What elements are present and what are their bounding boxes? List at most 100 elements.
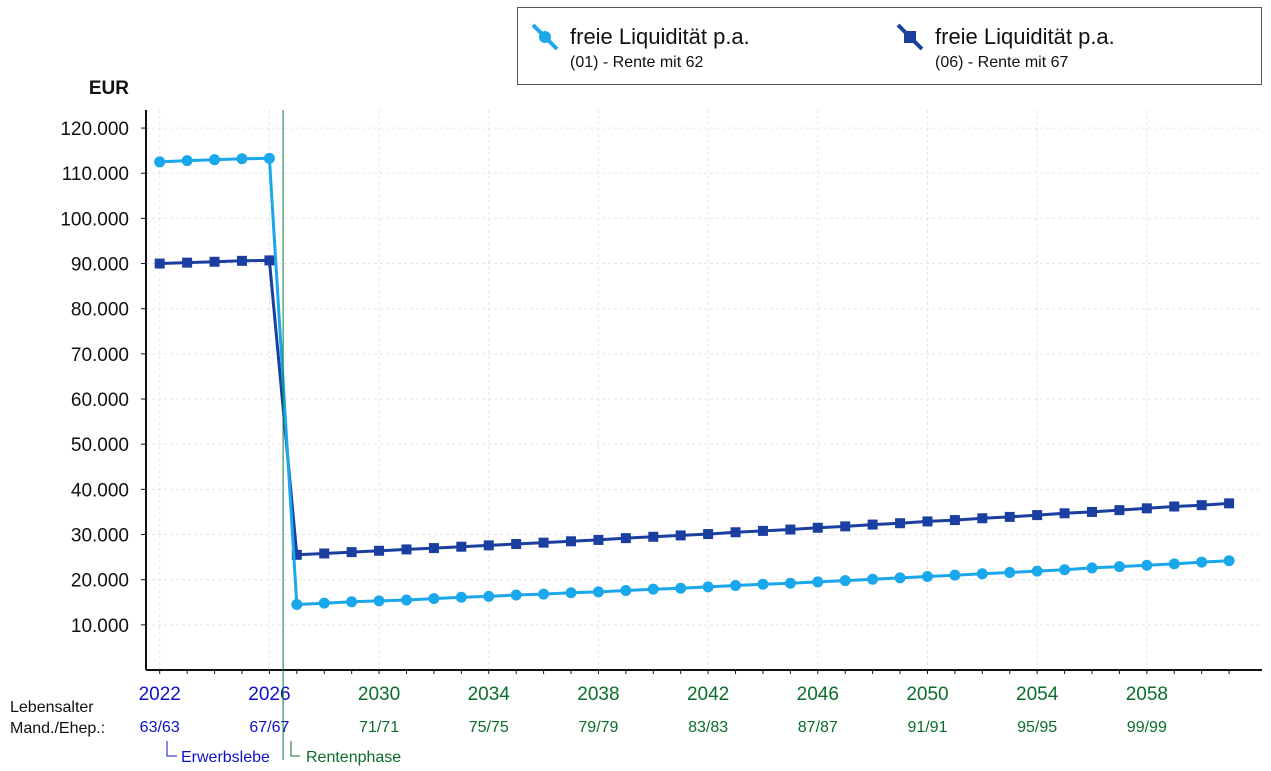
- series-2-point: [236, 255, 247, 266]
- x-age-label: 71/71: [359, 719, 399, 736]
- series-2-point: [209, 256, 220, 267]
- series-1-point: [455, 591, 467, 603]
- x-tick-label: 2022: [139, 684, 181, 705]
- series-2-point: [1032, 510, 1043, 521]
- series-2-point: [538, 537, 549, 548]
- series-2-point: [730, 527, 741, 538]
- series-2-point: [264, 255, 275, 266]
- x-tick-label: 2046: [797, 684, 839, 705]
- legend-series-1-subtitle: (01) - Rente mit 62: [570, 54, 704, 71]
- x-tick-label: 2054: [1016, 684, 1059, 705]
- series-1-point: [1031, 565, 1043, 577]
- phase-retire-label: Rentenphase: [306, 749, 401, 766]
- series-2-point: [675, 530, 686, 541]
- series-1-point: [400, 594, 412, 606]
- legend-swatch-square-icon: [896, 23, 924, 51]
- series-1-point: [921, 571, 933, 583]
- y-axis-title: EUR: [89, 78, 129, 99]
- series-1-point: [565, 587, 577, 599]
- series-1-point: [647, 583, 659, 595]
- series-1-point: [538, 588, 550, 600]
- series-1-point: [483, 590, 495, 602]
- x-axis: 2022 63/63 2026 67/67 2030 71/71 2034 75/75 2038…: [139, 110, 1262, 760]
- y-tick-label: 50.000: [71, 435, 129, 456]
- series-2-point: [785, 524, 796, 535]
- series-2-point: [401, 544, 412, 555]
- series-1-point: [181, 155, 193, 167]
- phase-retire-bracket: [290, 741, 300, 757]
- series-2-point: [1141, 503, 1152, 514]
- series-2-point: [511, 539, 522, 549]
- series-2-point: [374, 545, 385, 556]
- x-tick-label: 2038: [577, 684, 619, 705]
- series-2-point: [1004, 511, 1015, 522]
- y-axis: 10.000 20.000 30.000 40.000 50.000 60.000 70.0…: [60, 110, 147, 670]
- series-2-point: [620, 533, 631, 544]
- y-tick-label: 90.000: [71, 255, 129, 276]
- series-1-point: [1196, 556, 1208, 568]
- series-1-point: [839, 575, 851, 587]
- series-1-point: [894, 572, 906, 584]
- series-1-point: [236, 153, 248, 165]
- series-2-point: [977, 513, 988, 524]
- x-tick-label: 2042: [687, 684, 729, 705]
- series-2-point: [566, 536, 577, 547]
- x-age-label: 79/79: [578, 719, 618, 736]
- series-2-point: [346, 547, 357, 558]
- y-tick-label: 60.000: [71, 390, 129, 411]
- series-1-point: [428, 593, 440, 605]
- legend-series-2-title: freie Liquidität p.a.: [935, 24, 1115, 49]
- series-2-point: [1086, 506, 1097, 517]
- legend-series-2-subtitle: (06) - Rente mit 67: [935, 54, 1069, 71]
- x-age-label: 63/63: [140, 719, 180, 736]
- x-age-label: 95/95: [1017, 719, 1057, 736]
- series-1-point: [867, 573, 879, 585]
- series-2-point: [840, 521, 851, 532]
- x-age-label: 83/83: [688, 719, 728, 736]
- series-2-point: [182, 257, 193, 268]
- series-2-point: [154, 258, 165, 269]
- series-1-point: [1168, 558, 1180, 570]
- x-age-label: 87/87: [798, 719, 838, 736]
- y-tick-label: 70.000: [71, 345, 129, 366]
- age-label-line2: Mand./Ehep.:: [10, 720, 105, 737]
- series-2-point: [291, 549, 302, 560]
- series-1-point: [976, 568, 988, 580]
- series-1-point: [1113, 561, 1125, 573]
- series-1-point: [1141, 559, 1153, 571]
- series-1-line: [159, 156, 1230, 606]
- series-1-point: [291, 599, 303, 611]
- series-2-point: [949, 515, 960, 526]
- series-1-point: [757, 578, 769, 590]
- series-1-point: [592, 586, 604, 598]
- series-2-point: [456, 541, 467, 552]
- y-tick-label: 40.000: [71, 480, 129, 501]
- series-2-point: [895, 518, 906, 529]
- age-label-line1: Lebensalter: [10, 699, 94, 716]
- series-2-point: [428, 543, 439, 554]
- x-tick-label: 2034: [468, 684, 511, 705]
- series-1-point: [318, 597, 330, 609]
- series-1-point: [675, 582, 687, 594]
- y-tick-label: 120.000: [60, 119, 129, 140]
- series-1-point: [702, 581, 714, 593]
- series-1-point: [154, 156, 166, 168]
- legend-item-series-2: freie Liquidität p.a. (06) - Rente mit 6…: [883, 8, 1253, 86]
- legend: freie Liquidität p.a. (01) - Rente mit 6…: [517, 7, 1262, 85]
- series-2-point: [483, 540, 494, 551]
- series-1: [154, 152, 1235, 611]
- series-2-point: [1196, 500, 1207, 511]
- series-2-line: [159, 258, 1230, 557]
- series-1-point: [373, 595, 385, 607]
- legend-swatch-circle-icon: [531, 23, 559, 51]
- series-1-point: [209, 154, 221, 166]
- y-tick-label: 110.000: [62, 164, 129, 185]
- series-2-point: [593, 534, 604, 545]
- series-1-point: [620, 585, 632, 597]
- phase-work-bracket: [166, 741, 177, 757]
- x-age-label: 99/99: [1127, 719, 1167, 736]
- x-age-label: 91/91: [907, 719, 947, 736]
- x-age-label: 75/75: [469, 719, 509, 736]
- legend-series-1-title: freie Liquidität p.a.: [570, 24, 750, 49]
- series-1-point: [263, 152, 275, 164]
